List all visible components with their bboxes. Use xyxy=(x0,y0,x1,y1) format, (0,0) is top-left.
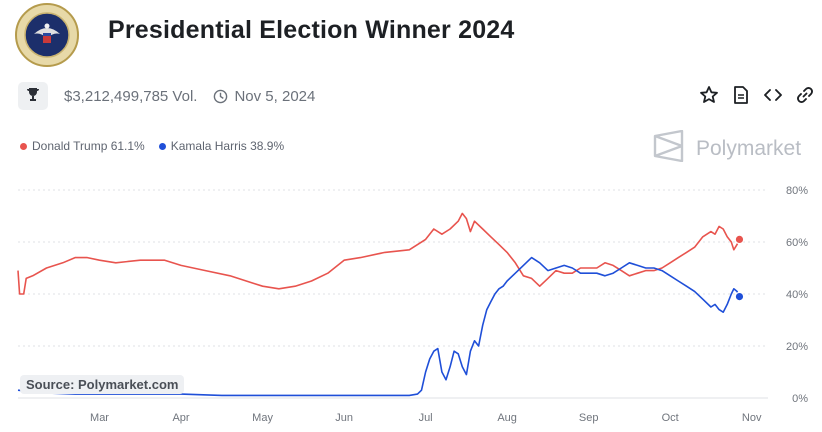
volume-text: $3,212,499,785 Vol. xyxy=(64,87,198,105)
source-label: Source: Polymarket.com xyxy=(20,375,185,394)
link-icon[interactable] xyxy=(794,84,816,106)
chart-series xyxy=(17,212,745,397)
trophy-icon xyxy=(25,86,41,106)
x-axis-ticks: Mar Apr May Jun Jul Aug Sep Oct Nov xyxy=(90,412,762,424)
chart-grid xyxy=(18,189,768,399)
y-tick-label: 40% xyxy=(786,289,808,301)
y-tick-label: 60% xyxy=(786,237,808,249)
y-tick-label: 20% xyxy=(786,341,808,353)
y-tick-label: 0% xyxy=(792,393,808,405)
market-meta-row: $3,212,499,785 Vol. Nov 5, 2024 xyxy=(18,82,315,110)
presidential-seal-logo xyxy=(14,2,80,68)
y-axis-ticks: 0% 20% 40% 60% 80% xyxy=(786,185,808,405)
end-date-text: Nov 5, 2024 xyxy=(234,87,316,105)
star-icon[interactable] xyxy=(698,84,720,106)
legend-item-harris[interactable]: Kamala Harris 38.9% xyxy=(158,139,285,153)
market-actions xyxy=(698,84,816,106)
series-line-donald-trump[interactable] xyxy=(17,212,741,295)
x-tick-label: Nov xyxy=(742,412,762,424)
legend-dot-harris xyxy=(158,142,166,150)
code-icon[interactable] xyxy=(762,84,784,106)
clock-icon xyxy=(213,89,228,104)
x-tick-label: Aug xyxy=(497,412,517,424)
trophy-button[interactable] xyxy=(18,82,48,110)
polymarket-logo-icon xyxy=(652,129,686,168)
legend-item-trump[interactable]: Donald Trump 61.1% xyxy=(20,139,145,153)
x-tick-label: Apr xyxy=(172,412,189,424)
series-endpoint-donald-trump[interactable] xyxy=(734,234,745,245)
x-tick-label: Sep xyxy=(579,412,599,424)
chart-legend: Donald Trump 61.1% Kamala Harris 38.9% xyxy=(20,139,284,153)
polymarket-watermark: Polymarket xyxy=(652,129,802,168)
document-icon[interactable] xyxy=(730,84,752,106)
y-tick-label: 80% xyxy=(786,185,808,197)
legend-label-trump: Donald Trump 61.1% xyxy=(32,139,145,153)
x-tick-label: Oct xyxy=(662,412,679,424)
x-tick-label: Jul xyxy=(419,412,433,424)
price-history-chart[interactable]: 0% 20% 40% 60% 80% Mar Apr May Jun Jul Aug Sep Oct N… xyxy=(0,170,822,432)
series-endpoint-kamala-harris[interactable] xyxy=(734,291,745,302)
x-tick-label: May xyxy=(252,412,273,424)
legend-label-harris: Kamala Harris 38.9% xyxy=(170,139,285,153)
x-tick-label: Mar xyxy=(90,412,109,424)
page-title: Presidential Election Winner 2024 xyxy=(108,16,515,44)
series-line-kamala-harris[interactable] xyxy=(17,256,741,397)
x-tick-label: Jun xyxy=(335,412,353,424)
legend-dot-trump xyxy=(20,142,27,150)
polymarket-brand-name: Polymarket xyxy=(696,137,802,160)
